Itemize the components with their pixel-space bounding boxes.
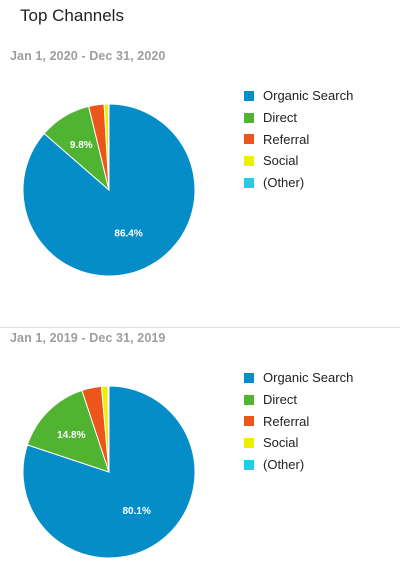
period-section: Jan 1, 2019 - Dec 31, 2019 80.1% 14.8% Or… (0, 327, 400, 582)
legend-item-referral[interactable]: Referral (244, 410, 353, 432)
pie-slice-other[interactable] (107, 385, 110, 473)
legend-swatch (244, 416, 254, 427)
legend-label: Organic Search (263, 88, 354, 104)
pie-chart[interactable]: 86.4% 9.8% (14, 95, 204, 285)
legend-label: Social (263, 153, 299, 169)
period-section: Jan 1, 2020 - Dec 31, 2020 86.4% 9.8% Org… (0, 45, 400, 300)
pie-data-label-organic-search: 86.4% (114, 229, 142, 240)
date-range-label: Jan 1, 2020 - Dec 31, 2020 (10, 49, 166, 63)
date-range-label: Jan 1, 2019 - Dec 31, 2019 (10, 331, 166, 345)
pie-chart[interactable]: 80.1% 14.8% (14, 377, 204, 567)
legend-swatch (244, 459, 254, 470)
legend-item-referral[interactable]: Referral (244, 128, 353, 150)
pie-data-label-direct: 9.8% (70, 140, 93, 151)
chart-legend: Organic Search Direct Referral Social (Other… (244, 367, 353, 475)
legend-label: (Other) (263, 457, 305, 473)
legend-item-other[interactable]: (Other) (244, 172, 353, 194)
legend-swatch (244, 437, 254, 448)
legend-label: Direct (263, 392, 297, 408)
legend-item-social[interactable]: Social (244, 150, 353, 172)
legend-label: Referral (263, 413, 310, 429)
legend-label: Direct (263, 110, 297, 126)
pie-data-label-direct: 14.8% (57, 430, 85, 441)
legend-item-social[interactable]: Social (244, 432, 353, 454)
legend-label: Social (263, 435, 299, 451)
legend-label: (Other) (263, 175, 305, 191)
card-title: Top Channels (20, 6, 124, 25)
pie-data-label-organic-search: 80.1% (123, 506, 151, 517)
legend-swatch (244, 394, 254, 405)
legend-item-organic-search[interactable]: Organic Search (244, 85, 353, 107)
pie-slice-other[interactable] (107, 103, 110, 191)
legend-item-direct[interactable]: Direct (244, 389, 353, 411)
legend-swatch (244, 177, 254, 188)
legend-swatch (244, 134, 254, 145)
legend-item-organic-search[interactable]: Organic Search (244, 367, 353, 389)
legend-label: Referral (263, 131, 310, 147)
legend-swatch (244, 372, 254, 383)
legend-label: Organic Search (263, 370, 354, 386)
legend-item-other[interactable]: (Other) (244, 454, 353, 476)
legend-swatch (244, 112, 254, 123)
chart-legend: Organic Search Direct Referral Social (Other… (244, 85, 353, 193)
legend-swatch (244, 90, 254, 101)
legend-item-direct[interactable]: Direct (244, 107, 353, 129)
legend-swatch (244, 155, 254, 166)
section-divider (0, 327, 400, 328)
